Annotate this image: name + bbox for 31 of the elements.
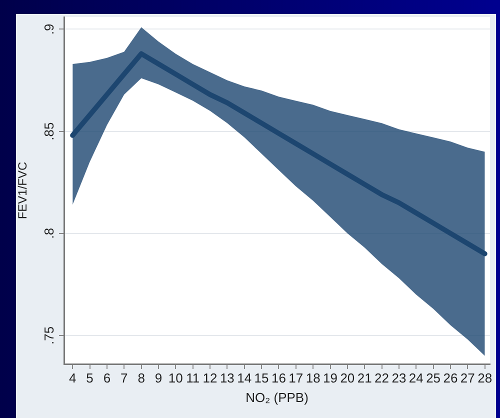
x-tick-label: 23 bbox=[392, 370, 406, 386]
y-tick-label: .9 bbox=[42, 24, 57, 35]
x-tick-label: 4 bbox=[68, 370, 76, 386]
x-tick-label: 10 bbox=[168, 370, 183, 386]
x-tick-label: 14 bbox=[237, 370, 252, 386]
x-tick-label: 9 bbox=[154, 370, 162, 386]
y-axis-title: FEV1/FVC bbox=[16, 162, 30, 220]
x-axis-title: NO₂ (PPB) bbox=[246, 390, 308, 405]
x-tick-label: 20 bbox=[340, 370, 355, 386]
x-tick-label: 16 bbox=[271, 370, 286, 386]
x-tick-label: 15 bbox=[254, 370, 269, 386]
x-tick-label: 26 bbox=[443, 370, 458, 386]
x-tick-label: 17 bbox=[288, 370, 304, 386]
x-tick-label: 28 bbox=[478, 370, 492, 386]
x-tick-label: 5 bbox=[86, 370, 94, 386]
x-tick-label: 13 bbox=[220, 370, 234, 386]
x-tick-label: 25 bbox=[426, 370, 441, 386]
x-tick-label: 22 bbox=[374, 370, 390, 386]
x-tick-label: 7 bbox=[120, 370, 128, 386]
x-tick-label: 24 bbox=[408, 370, 424, 386]
y-tick-label: .85 bbox=[42, 122, 57, 140]
y-tick-label: .75 bbox=[42, 326, 57, 344]
x-tick-label: 11 bbox=[186, 370, 200, 386]
y-tick-label: .8 bbox=[42, 228, 57, 239]
x-tick-label: 18 bbox=[306, 370, 320, 386]
x-tick-label: 12 bbox=[202, 370, 218, 386]
x-tick-label: 27 bbox=[460, 370, 475, 386]
x-tick-label: 8 bbox=[138, 370, 145, 386]
x-tick-label: 6 bbox=[103, 370, 111, 386]
x-tick-label: 19 bbox=[323, 370, 338, 386]
x-tick-label: 21 bbox=[357, 370, 372, 386]
